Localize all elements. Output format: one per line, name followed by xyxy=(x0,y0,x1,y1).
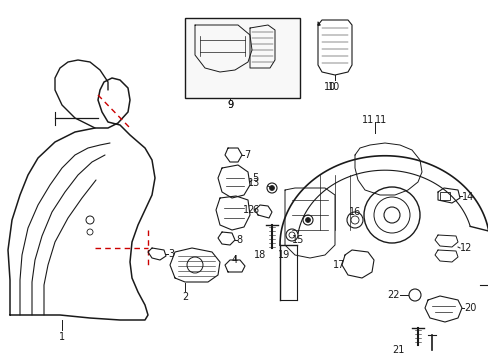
Text: 4: 4 xyxy=(231,255,238,265)
Text: 20: 20 xyxy=(463,303,475,313)
Text: 9: 9 xyxy=(226,100,233,110)
Text: 1: 1 xyxy=(59,332,65,342)
Circle shape xyxy=(269,185,274,190)
Bar xyxy=(184,18,299,98)
Text: 15: 15 xyxy=(291,235,304,245)
Text: 21: 21 xyxy=(392,345,404,355)
Text: 2: 2 xyxy=(182,292,188,302)
Text: 10: 10 xyxy=(323,82,335,92)
Text: 19: 19 xyxy=(277,250,289,260)
Text: 5: 5 xyxy=(251,173,258,183)
Text: 6: 6 xyxy=(251,205,258,215)
Text: 18: 18 xyxy=(253,250,265,260)
Circle shape xyxy=(305,217,310,222)
Text: 10: 10 xyxy=(327,82,340,92)
Text: 12: 12 xyxy=(459,243,471,253)
Text: 16: 16 xyxy=(348,207,360,217)
Text: 12: 12 xyxy=(242,205,254,215)
Text: 8: 8 xyxy=(236,235,242,245)
Bar xyxy=(439,192,449,200)
Text: 11: 11 xyxy=(374,115,386,125)
Text: 17: 17 xyxy=(332,260,345,270)
Text: 11: 11 xyxy=(361,115,373,125)
Text: 7: 7 xyxy=(244,150,250,160)
Text: 14: 14 xyxy=(461,192,473,202)
Text: 22: 22 xyxy=(386,290,399,300)
Text: 13: 13 xyxy=(247,178,260,188)
Text: 9: 9 xyxy=(226,100,233,110)
Text: 3: 3 xyxy=(168,249,174,259)
